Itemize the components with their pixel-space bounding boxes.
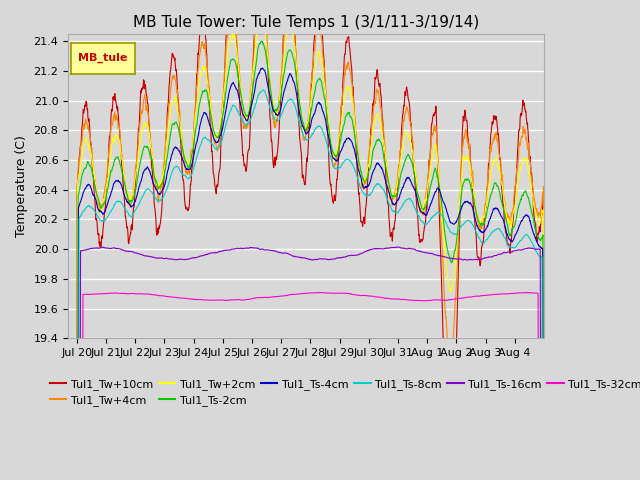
Title: MB Tule Tower: Tule Temps 1 (3/1/11-3/19/14): MB Tule Tower: Tule Temps 1 (3/1/11-3/19… [133,15,479,30]
Legend: Tul1_Tw+10cm, Tul1_Tw+4cm, Tul1_Tw+2cm, Tul1_Ts-2cm, Tul1_Ts-4cm, Tul1_Ts-8cm, T: Tul1_Tw+10cm, Tul1_Tw+4cm, Tul1_Tw+2cm, … [45,374,640,410]
Y-axis label: Temperature (C): Temperature (C) [15,135,28,237]
